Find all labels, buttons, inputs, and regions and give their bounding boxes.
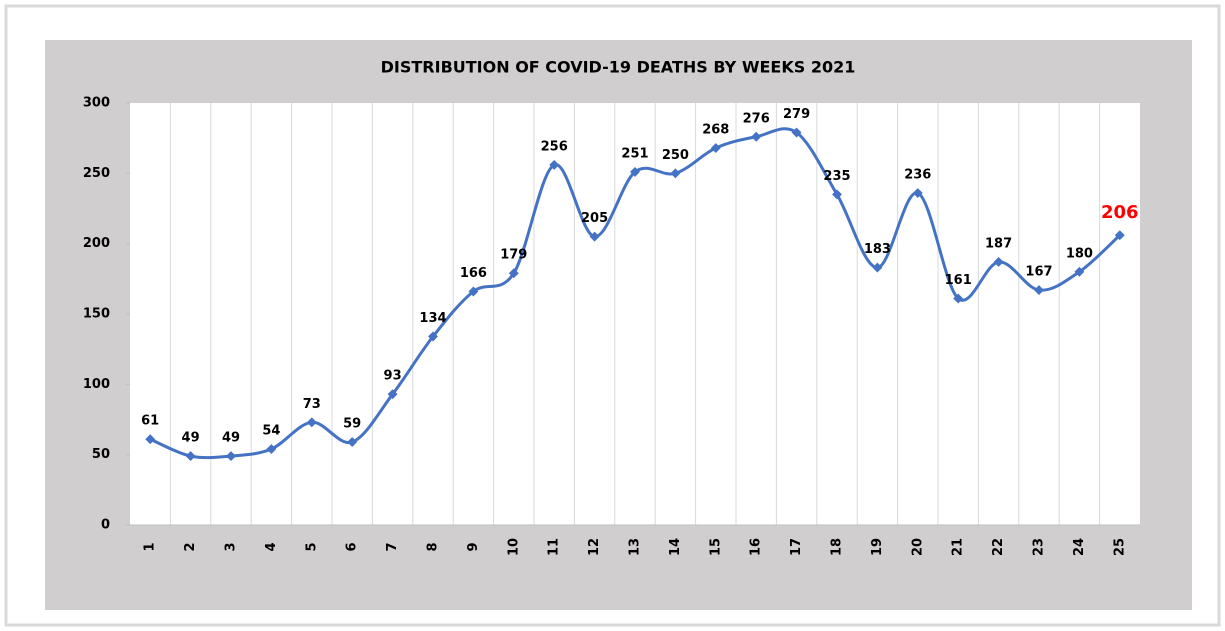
data-label: 134	[419, 311, 446, 326]
marker	[1114, 230, 1125, 241]
marker	[630, 166, 640, 177]
x-tick-label: 18	[830, 538, 845, 556]
x-tick-label: 19	[870, 538, 885, 556]
marker	[508, 268, 519, 279]
x-tick-label: 2	[183, 542, 198, 551]
data-label: 236	[904, 168, 931, 183]
marker	[993, 257, 1004, 267]
y-tick-label: 100	[83, 377, 110, 392]
data-label: 166	[460, 266, 487, 281]
marker	[1074, 266, 1085, 277]
x-tick-label: 24	[1072, 538, 1087, 556]
data-label: 161	[945, 273, 972, 288]
data-label: 268	[702, 123, 729, 138]
marker	[428, 331, 438, 342]
marker	[387, 389, 398, 400]
x-tick-label: 15	[708, 538, 723, 556]
marker	[306, 417, 317, 428]
x-tick-label: 22	[991, 538, 1006, 556]
y-tick-label: 300	[83, 96, 110, 111]
x-tick-label: 11	[547, 538, 562, 556]
x-tick-label: 1	[143, 542, 158, 551]
marker	[872, 262, 883, 273]
data-label: 183	[864, 242, 891, 257]
marker	[549, 159, 560, 170]
marker	[185, 451, 196, 462]
data-label: 49	[222, 431, 240, 446]
x-tick-label: 13	[628, 538, 643, 556]
data-label: 180	[1066, 246, 1093, 261]
data-label: 59	[343, 417, 361, 432]
data-label: 54	[262, 424, 280, 439]
data-label: 251	[621, 146, 648, 161]
data-label: 276	[743, 111, 770, 126]
y-tick-label: 50	[92, 447, 110, 462]
x-tick-label: 10	[506, 538, 521, 556]
y-tick-label: 150	[83, 307, 110, 322]
marker	[1034, 285, 1044, 296]
x-tick-label: 4	[264, 542, 279, 551]
marker	[145, 434, 156, 445]
x-tick-label: 9	[466, 542, 481, 551]
marker	[912, 188, 923, 198]
data-label: 179	[500, 248, 527, 263]
plot-area	[130, 103, 1140, 525]
x-tick-label: 5	[304, 542, 319, 551]
marker	[710, 143, 721, 153]
y-tick-label: 0	[101, 518, 110, 533]
marker	[953, 293, 964, 304]
data-label: 235	[823, 169, 850, 184]
x-tick-label: 20	[910, 538, 925, 556]
x-tick-label: 25	[1112, 538, 1127, 556]
x-tick-label: 7	[385, 542, 400, 551]
marker	[347, 437, 358, 447]
data-label: 187	[985, 236, 1012, 251]
marker	[468, 286, 479, 297]
data-label: 61	[141, 414, 159, 429]
data-label: 167	[1025, 265, 1052, 280]
x-tick-label: 16	[749, 538, 764, 556]
data-label: 256	[541, 139, 568, 154]
marker	[751, 131, 762, 142]
marker	[832, 189, 842, 200]
marker	[791, 127, 802, 138]
x-tick-label: 12	[587, 538, 602, 556]
data-label: 279	[783, 107, 810, 122]
y-tick-label: 250	[83, 166, 110, 181]
x-tick-label: 14	[668, 538, 683, 556]
data-label: 73	[303, 397, 321, 412]
x-tick-label: 23	[1032, 538, 1047, 556]
data-label: 206	[1101, 202, 1139, 223]
marker	[266, 444, 277, 454]
y-tick-label: 200	[83, 236, 110, 251]
x-tick-label: 6	[345, 542, 360, 551]
x-tick-label: 3	[224, 542, 239, 551]
data-label: 93	[384, 369, 402, 384]
marker	[226, 451, 236, 462]
data-label: 49	[182, 431, 200, 446]
x-tick-label: 17	[789, 538, 804, 556]
chart-title: DISTRIBUTION OF COVID-19 DEATHS BY WEEKS…	[381, 58, 856, 77]
x-tick-label: 21	[951, 538, 966, 556]
data-label: 205	[581, 211, 608, 226]
data-label: 250	[662, 148, 689, 163]
x-tick-label: 8	[426, 542, 441, 551]
marker	[670, 168, 681, 179]
marker	[589, 231, 600, 242]
